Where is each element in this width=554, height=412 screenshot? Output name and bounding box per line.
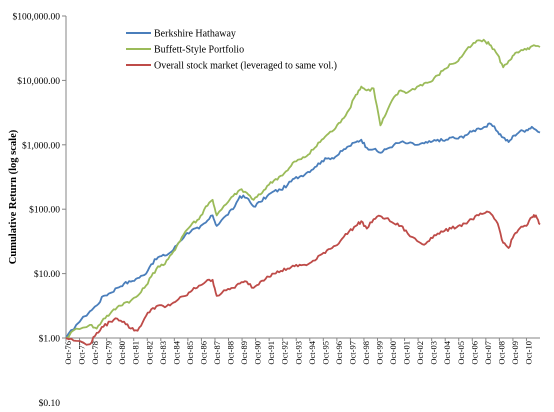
y-tick-label: $1.00 [39, 334, 61, 345]
x-tick-label: Oct-07 [483, 341, 493, 365]
x-tick-label: Oct-93 [293, 341, 303, 365]
series-line-2 [65, 38, 541, 339]
legend: Berkshire Hathaway Buffett-Style Portfoli… [126, 29, 337, 72]
x-tick-label: Oct-96 [334, 341, 344, 365]
x-tick-label: Oct-09 [510, 341, 520, 365]
x-tick-label: Oct-00 [388, 341, 398, 365]
x-tick-label: Oct-78 [90, 341, 100, 365]
x-tick-label: Oct-88 [226, 341, 236, 365]
y-tick-label: $10.00 [34, 269, 60, 280]
x-tick-label: Oct-79 [104, 341, 114, 365]
x-tick-label: Oct-98 [361, 341, 371, 365]
x-axis: Oct-76 Oct-77 Oct-78 Oct-79 Oct-80 Oct-81 Oct-… [63, 337, 540, 365]
x-tick-label: Oct-10 [523, 341, 533, 365]
x-tick-label: Oct-97 [347, 341, 357, 365]
x-tick-label: Oct-82 [144, 341, 154, 365]
x-tick-label: Oct-94 [307, 340, 317, 364]
x-tick-label: Oct-02 [415, 341, 425, 365]
x-tick-label: Oct-89 [239, 341, 249, 365]
x-tick-label: Oct-76 [63, 341, 73, 365]
x-tick-label: Oct-05 [456, 341, 466, 365]
y-tick-label: $10,000.00 [17, 76, 60, 87]
x-tick-label: Oct-01 [402, 341, 412, 365]
x-tick-label: Oct-83 [158, 341, 168, 365]
y-axis-label: Cumulative Return (log scale) [8, 129, 19, 264]
x-tick-label: Oct-90 [253, 341, 263, 365]
series-line-3 [65, 210, 541, 346]
y-tick-label: $1,000.00 [22, 140, 60, 151]
x-tick-label: Oct-99 [375, 341, 385, 365]
series-lines [65, 38, 541, 346]
y-tick-label: $100,000.00 [13, 12, 61, 23]
x-tick-label: Oct-84 [171, 340, 181, 364]
series-line-1 [65, 122, 541, 339]
x-tick-label: Oct-06 [469, 341, 479, 365]
x-tick-label: Oct-92 [280, 341, 290, 365]
y-tick-label: $0.10 [39, 398, 61, 409]
y-tick-label: $100.00 [29, 205, 60, 216]
x-tick-label: Oct-81 [131, 341, 141, 365]
x-tick-label: Oct-86 [198, 341, 208, 365]
x-tick-label: Oct-03 [429, 341, 439, 365]
x-tick-label: Oct-08 [496, 341, 506, 365]
legend-label: Berkshire Hathaway [154, 29, 236, 40]
x-tick-label: Oct-85 [185, 341, 195, 365]
x-tick-label: Oct-80 [117, 341, 127, 365]
x-tick-label: Oct-04 [442, 340, 452, 364]
x-tick-label: Oct-87 [212, 341, 222, 365]
y-axis: $100,000.00 $10,000.00 $1,000.00 $100.00 $10… [13, 12, 67, 409]
legend-label: Overall stock market (leveraged to same … [154, 61, 337, 72]
x-tick-label: Oct-77 [77, 341, 87, 365]
legend-label: Buffett-Style Portfolio [154, 45, 244, 56]
x-tick-label: Oct-91 [266, 341, 276, 365]
x-tick-label: Oct-95 [320, 341, 330, 365]
